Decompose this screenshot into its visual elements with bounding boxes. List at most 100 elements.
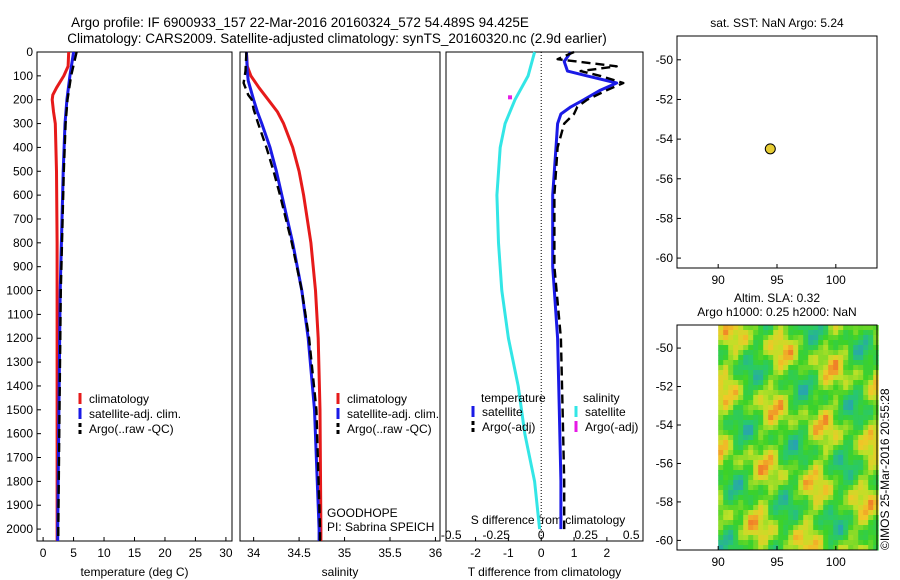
sla-cell bbox=[868, 455, 874, 461]
sla-cell bbox=[808, 490, 814, 496]
sla-cell bbox=[758, 420, 764, 426]
sla-cell bbox=[773, 515, 779, 521]
sla-cell bbox=[743, 435, 749, 441]
sla-cell bbox=[728, 405, 734, 411]
sla-cell bbox=[743, 535, 749, 541]
sla-cell bbox=[858, 350, 864, 356]
sla-cell bbox=[763, 455, 769, 461]
sla-cell bbox=[823, 325, 829, 331]
sla-cell bbox=[818, 450, 824, 456]
sla-cell bbox=[828, 410, 834, 416]
sla-cell bbox=[823, 370, 829, 376]
sla-cell bbox=[753, 525, 759, 531]
sla-cell bbox=[743, 455, 749, 461]
y-tick-label: -50 bbox=[656, 53, 674, 67]
y-tick-label: 1800 bbox=[6, 474, 33, 488]
sla-cell bbox=[808, 510, 814, 516]
sla-cell bbox=[803, 515, 809, 521]
sla-cell bbox=[728, 400, 734, 406]
sla-cell bbox=[728, 370, 734, 376]
sla-cell bbox=[773, 385, 779, 391]
sla-cell bbox=[733, 360, 739, 366]
sla-cell bbox=[793, 430, 799, 436]
sla-cell bbox=[738, 500, 744, 506]
sla-cell bbox=[853, 430, 859, 436]
sla-cell bbox=[873, 460, 879, 466]
sla-cell bbox=[763, 465, 769, 471]
sla-cell bbox=[838, 400, 844, 406]
sla-cell bbox=[758, 405, 764, 411]
series-satellite bbox=[551, 51, 619, 530]
sla-cell bbox=[853, 465, 859, 471]
sla-cell bbox=[798, 530, 804, 536]
sla-cell bbox=[823, 380, 829, 386]
sla-cell bbox=[763, 390, 769, 396]
sla-cell bbox=[718, 395, 724, 401]
sla-cell bbox=[823, 410, 829, 416]
sla-cell bbox=[853, 530, 859, 536]
sla-cell bbox=[848, 505, 854, 511]
sla-cell bbox=[833, 425, 839, 431]
sla-cell bbox=[793, 475, 799, 481]
sla-cell bbox=[748, 455, 754, 461]
sla-cell bbox=[808, 530, 814, 536]
sla-cell bbox=[773, 460, 779, 466]
x-tick-label: 95 bbox=[770, 555, 784, 569]
sla-cell bbox=[763, 410, 769, 416]
sla-cell bbox=[778, 485, 784, 491]
diff-salinity-legend-entry: Argo(-adj) bbox=[585, 420, 638, 434]
sla-cell bbox=[858, 440, 864, 446]
sla-cell bbox=[783, 545, 789, 551]
sla-cell bbox=[858, 370, 864, 376]
sla-cell bbox=[848, 490, 854, 496]
sla-cell bbox=[738, 420, 744, 426]
x-axis-label: T difference from climatology bbox=[468, 565, 622, 579]
sla-cell bbox=[728, 525, 734, 531]
axes-frame bbox=[239, 51, 441, 542]
sla-cell bbox=[798, 385, 804, 391]
sla-cell bbox=[838, 480, 844, 486]
sla-cell bbox=[743, 345, 749, 351]
sla-cell bbox=[848, 480, 854, 486]
sla-cell bbox=[733, 355, 739, 361]
x-tick-label: 5 bbox=[70, 546, 77, 560]
sla-cell bbox=[808, 460, 814, 466]
sla-cell bbox=[808, 495, 814, 501]
sla-cell bbox=[798, 430, 804, 436]
sla-cell bbox=[853, 440, 859, 446]
sla-cell bbox=[748, 485, 754, 491]
sla-cell bbox=[738, 430, 744, 436]
sla-cell bbox=[768, 375, 774, 381]
sla-cell bbox=[853, 425, 859, 431]
sla-cell bbox=[728, 420, 734, 426]
sla-cell bbox=[803, 500, 809, 506]
sla-cell bbox=[768, 355, 774, 361]
sla-cell bbox=[763, 380, 769, 386]
sla-cell bbox=[858, 365, 864, 371]
sla-cell bbox=[738, 480, 744, 486]
y-tick-label: 500 bbox=[13, 164, 33, 178]
sla-cell bbox=[828, 430, 834, 436]
sla-cell bbox=[808, 540, 814, 546]
sla-cell bbox=[853, 510, 859, 516]
sla-cell bbox=[768, 460, 774, 466]
sla-cell bbox=[803, 380, 809, 386]
sla-cell bbox=[873, 405, 879, 411]
sla-cell bbox=[843, 425, 849, 431]
sla-cell bbox=[778, 540, 784, 546]
sla-cell bbox=[818, 435, 824, 441]
sla-cell bbox=[803, 535, 809, 541]
sla-cell bbox=[833, 350, 839, 356]
sla-cell bbox=[798, 350, 804, 356]
sla-cell bbox=[743, 470, 749, 476]
sla-cell bbox=[788, 520, 794, 526]
sla-cell bbox=[778, 360, 784, 366]
sla-cell bbox=[843, 525, 849, 531]
sla-cell bbox=[743, 460, 749, 466]
sla-cell bbox=[758, 335, 764, 341]
sla-cell bbox=[743, 415, 749, 421]
sla-cell bbox=[818, 495, 824, 501]
sla-cell bbox=[753, 375, 759, 381]
sla-cell bbox=[778, 460, 784, 466]
sla-cell bbox=[803, 345, 809, 351]
